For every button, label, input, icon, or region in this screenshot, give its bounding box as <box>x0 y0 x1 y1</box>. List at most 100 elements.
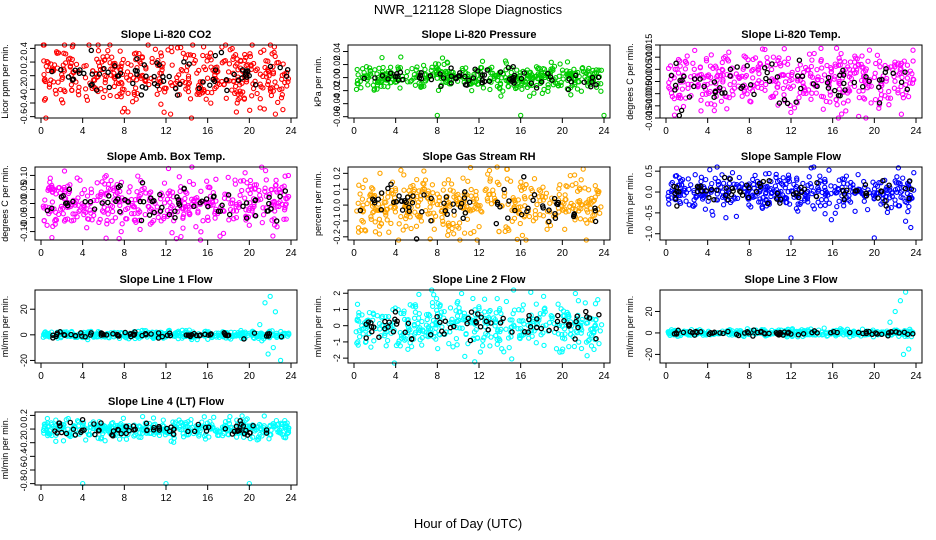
data-point <box>100 54 106 60</box>
data-point <box>226 61 233 67</box>
data-point <box>459 65 465 72</box>
data-point <box>145 203 151 210</box>
data-point <box>97 216 103 223</box>
data-point <box>123 436 130 442</box>
data-point <box>898 83 904 90</box>
outlier-point <box>270 344 276 351</box>
mean-point <box>452 75 459 81</box>
mean-point <box>416 75 423 81</box>
data-point <box>822 176 828 183</box>
data-point <box>757 186 764 193</box>
data-point <box>873 60 879 67</box>
mean-point <box>252 213 259 219</box>
data-point <box>580 166 586 172</box>
mean-point <box>717 85 723 91</box>
data-point <box>405 346 411 352</box>
data-point <box>117 48 123 54</box>
data-point <box>364 72 371 78</box>
data-point <box>41 71 47 78</box>
data-point <box>414 64 420 70</box>
data-point <box>47 175 53 181</box>
data-point <box>254 90 260 97</box>
outlier-point <box>601 112 607 119</box>
data-point <box>46 81 53 88</box>
outlier-point <box>265 351 271 357</box>
data-point <box>115 80 122 87</box>
data-point <box>98 191 104 198</box>
y-tick-label: 0.2 <box>332 167 342 180</box>
data-point <box>500 88 506 94</box>
data-point <box>494 341 500 347</box>
data-point <box>671 112 678 118</box>
data-point <box>383 343 389 349</box>
mean-point <box>706 194 712 201</box>
data-point <box>785 189 791 195</box>
mean-point <box>138 92 145 98</box>
data-point <box>158 101 164 107</box>
data-point <box>789 69 795 76</box>
data-point <box>369 185 375 191</box>
data-point <box>910 58 916 64</box>
data-point <box>866 47 873 53</box>
data-point <box>666 201 672 207</box>
data-point <box>808 96 814 102</box>
data-point <box>789 76 795 83</box>
data-point <box>212 215 218 221</box>
x-tick-label: 4 <box>393 126 399 137</box>
x-tick-label: 8 <box>747 248 753 259</box>
data-point <box>158 53 165 59</box>
mean-point <box>545 70 551 77</box>
data-point <box>690 60 696 66</box>
data-point <box>275 99 281 106</box>
data-point <box>207 193 214 199</box>
data-point <box>201 87 207 93</box>
data-point <box>796 94 802 101</box>
data-point <box>261 47 267 53</box>
data-point <box>102 72 108 79</box>
mean-point <box>224 87 230 94</box>
data-point <box>196 91 203 97</box>
mean-point <box>494 199 501 206</box>
mean-point <box>727 73 733 79</box>
mean-point <box>546 218 552 225</box>
data-point <box>778 63 784 69</box>
data-point <box>253 67 259 74</box>
data-point <box>818 45 824 52</box>
data-point <box>52 221 58 227</box>
data-point <box>436 194 442 200</box>
y-tick-label: -20 <box>19 354 29 367</box>
mean-point <box>363 335 369 341</box>
data-point <box>454 223 460 230</box>
data-point <box>487 176 493 182</box>
mean-point <box>676 112 683 119</box>
mean-point <box>686 94 693 100</box>
y-tick-label: -0.1 <box>332 213 342 229</box>
data-point <box>533 340 539 346</box>
mean-point <box>694 188 701 195</box>
data-point <box>742 74 748 80</box>
data-point <box>713 65 719 71</box>
data-point <box>249 93 255 99</box>
data-point <box>843 173 850 179</box>
data-point <box>353 86 360 93</box>
data-point <box>149 219 155 226</box>
data-point <box>60 438 67 444</box>
mean-point <box>49 68 55 75</box>
data-point <box>108 202 114 209</box>
outlier-point <box>267 293 273 300</box>
data-point <box>576 185 583 191</box>
data-point <box>233 208 240 214</box>
data-point <box>265 58 271 64</box>
x-tick-label: 4 <box>393 371 399 382</box>
data-point <box>439 214 445 221</box>
mean-point <box>729 185 736 192</box>
data-point <box>834 203 840 210</box>
data-point <box>878 92 885 98</box>
data-point <box>871 74 878 81</box>
data-point <box>904 62 911 68</box>
mean-point <box>813 193 820 200</box>
data-point <box>81 205 87 211</box>
mean-point <box>174 92 181 98</box>
data-point <box>146 190 152 196</box>
